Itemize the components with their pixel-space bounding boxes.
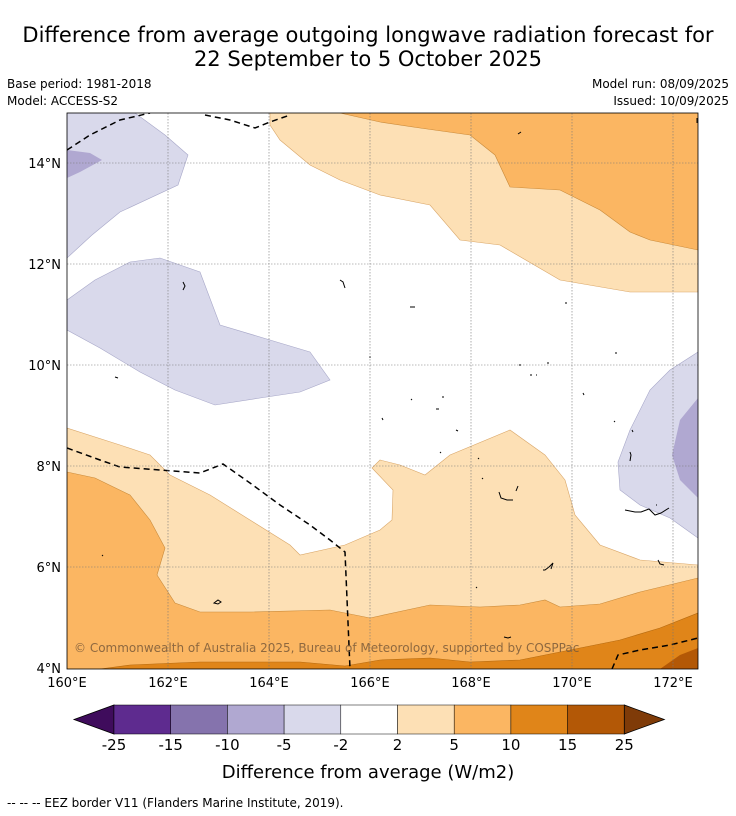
eez-legend-note: -- -- -- EEZ border V11 (Flanders Marine… bbox=[7, 796, 344, 810]
colorbar-swatch bbox=[283, 704, 342, 735]
colorbar-tick-label: 2 bbox=[392, 736, 403, 754]
lat-label-14n: 14°N bbox=[28, 157, 61, 172]
map-plot-area: © Commonwealth of Australia 2025, Bureau… bbox=[67, 113, 698, 669]
lon-label-160e: 160°E bbox=[47, 676, 87, 691]
colorbar-max-arrow bbox=[623, 704, 666, 735]
colorbar-tick-label: -2 bbox=[333, 736, 349, 754]
colorbar-swatch bbox=[113, 704, 171, 735]
model-name: Model: ACCESS-S2 bbox=[7, 94, 119, 108]
contour-neg10-to-neg5-right bbox=[672, 398, 698, 498]
colorbar-swatch bbox=[453, 704, 512, 735]
colorbar-tick-label: 25 bbox=[614, 736, 634, 754]
lat-label-6n: 6°N bbox=[37, 561, 62, 576]
issued-date: Issued: 10/09/2025 bbox=[613, 94, 729, 108]
colorbar-min-arrow bbox=[72, 704, 115, 735]
model-run: Model run: 08/09/2025 bbox=[591, 77, 729, 91]
lat-axis: 14°N 12°N 10°N 8°N 6°N 4°N bbox=[28, 157, 61, 677]
colorbar-swatch bbox=[510, 704, 568, 735]
contour-neg10-to-neg5-topleft bbox=[67, 150, 102, 178]
lon-label-170e: 170°E bbox=[552, 676, 592, 691]
contour-5-to-10-upper bbox=[339, 113, 698, 251]
lon-label-166e: 166°E bbox=[350, 676, 390, 691]
contour-neg5-to-neg2-right bbox=[617, 351, 698, 539]
island-markers bbox=[101, 118, 698, 639]
eez-borders bbox=[67, 113, 698, 669]
colorbar-tick-label: -15 bbox=[158, 736, 183, 754]
base-period: Base period: 1981-2018 bbox=[7, 77, 152, 91]
colorbar-swatch bbox=[340, 704, 398, 735]
colorbar-tick-label: -5 bbox=[276, 736, 292, 754]
colorbar-swatch bbox=[227, 704, 285, 735]
lon-label-168e: 168°E bbox=[451, 676, 491, 691]
colorbar-swatch bbox=[567, 704, 625, 735]
colorbar-title: Difference from average (W/m2) bbox=[221, 762, 515, 783]
lat-label-10n: 10°N bbox=[28, 359, 61, 374]
lon-label-162e: 162°E bbox=[148, 676, 188, 691]
map-frame bbox=[66, 112, 699, 670]
lon-axis: 160°E 162°E 164°E 166°E 168°E 170°E 172°… bbox=[47, 676, 693, 691]
colorbar-swatch bbox=[170, 704, 228, 735]
colorbar-tick-label: 15 bbox=[558, 736, 578, 754]
lat-label-12n: 12°N bbox=[28, 258, 61, 273]
lat-label-4n: 4°N bbox=[37, 662, 62, 677]
contour-neg5-to-neg2-topleft bbox=[67, 113, 189, 259]
contour-10-to-15-lower bbox=[99, 612, 698, 669]
colorbar-tick-label: 10 bbox=[501, 736, 521, 754]
colorbar bbox=[72, 704, 666, 735]
colorbar-tick-label: -10 bbox=[215, 736, 240, 754]
colorbar-swatch bbox=[397, 704, 455, 735]
lon-label-172e: 172°E bbox=[653, 676, 693, 691]
colorbar-tick-label: -25 bbox=[101, 736, 127, 754]
contour-15-to-25-lower bbox=[660, 648, 698, 669]
lon-label-164e: 164°E bbox=[249, 676, 289, 691]
chart-title-line-1: Difference from average outgoing longwav… bbox=[22, 23, 714, 47]
contour-neg5-to-neg2-midleft bbox=[67, 257, 331, 406]
contour-5-to-10-lower bbox=[67, 471, 698, 669]
lat-label-8n: 8°N bbox=[37, 460, 62, 475]
chart-title-line-2: 22 September to 5 October 2025 bbox=[193, 47, 543, 71]
copyright-notice: © Commonwealth of Australia 2025, Bureau… bbox=[74, 641, 579, 655]
colorbar-tick-label: 5 bbox=[449, 736, 459, 754]
gridlines bbox=[67, 113, 698, 669]
